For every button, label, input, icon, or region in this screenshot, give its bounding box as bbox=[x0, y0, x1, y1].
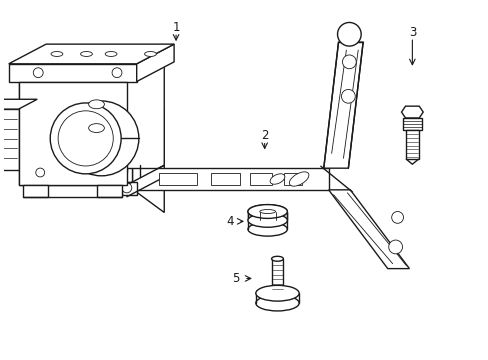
Ellipse shape bbox=[255, 285, 299, 301]
Ellipse shape bbox=[144, 51, 156, 57]
Text: 4: 4 bbox=[226, 215, 233, 228]
Circle shape bbox=[122, 183, 131, 193]
Polygon shape bbox=[328, 190, 408, 269]
Ellipse shape bbox=[289, 172, 308, 186]
Polygon shape bbox=[73, 168, 107, 184]
Bar bbox=[284, 173, 302, 185]
Ellipse shape bbox=[112, 68, 122, 78]
Circle shape bbox=[64, 101, 139, 176]
Text: 5: 5 bbox=[232, 272, 239, 285]
Ellipse shape bbox=[271, 256, 283, 261]
Ellipse shape bbox=[247, 213, 287, 227]
Bar bbox=[406, 130, 418, 159]
Bar bbox=[210, 173, 240, 185]
Polygon shape bbox=[126, 62, 164, 185]
Polygon shape bbox=[19, 82, 126, 185]
Ellipse shape bbox=[33, 68, 43, 78]
Circle shape bbox=[391, 212, 403, 223]
Polygon shape bbox=[401, 106, 422, 118]
Polygon shape bbox=[23, 185, 48, 197]
Text: 1: 1 bbox=[172, 21, 180, 34]
Polygon shape bbox=[0, 109, 19, 170]
Circle shape bbox=[341, 89, 355, 103]
Text: 2: 2 bbox=[261, 129, 268, 142]
Circle shape bbox=[342, 55, 356, 69]
Polygon shape bbox=[0, 99, 37, 109]
Polygon shape bbox=[9, 64, 137, 82]
Circle shape bbox=[388, 240, 402, 254]
Polygon shape bbox=[131, 168, 328, 190]
Circle shape bbox=[58, 111, 113, 166]
Ellipse shape bbox=[247, 204, 287, 219]
Ellipse shape bbox=[88, 123, 104, 132]
Ellipse shape bbox=[255, 295, 299, 311]
Polygon shape bbox=[137, 44, 174, 82]
Ellipse shape bbox=[88, 100, 104, 109]
Bar bbox=[402, 118, 421, 130]
Circle shape bbox=[337, 22, 361, 46]
Bar bbox=[249, 173, 271, 185]
Polygon shape bbox=[19, 54, 164, 82]
Ellipse shape bbox=[81, 51, 92, 57]
Polygon shape bbox=[122, 182, 137, 195]
Ellipse shape bbox=[247, 204, 287, 219]
Polygon shape bbox=[323, 42, 363, 168]
Ellipse shape bbox=[51, 51, 63, 57]
Ellipse shape bbox=[36, 168, 44, 177]
Polygon shape bbox=[9, 44, 174, 64]
Ellipse shape bbox=[105, 51, 117, 57]
Polygon shape bbox=[97, 185, 122, 197]
Polygon shape bbox=[126, 82, 164, 212]
Polygon shape bbox=[19, 62, 164, 82]
Polygon shape bbox=[107, 168, 131, 182]
Ellipse shape bbox=[247, 222, 287, 236]
Text: 3: 3 bbox=[408, 26, 415, 39]
Ellipse shape bbox=[259, 210, 275, 213]
Polygon shape bbox=[19, 82, 126, 185]
Bar bbox=[159, 173, 196, 185]
Ellipse shape bbox=[269, 174, 285, 184]
Bar bbox=[78, 172, 102, 180]
Circle shape bbox=[50, 103, 121, 174]
